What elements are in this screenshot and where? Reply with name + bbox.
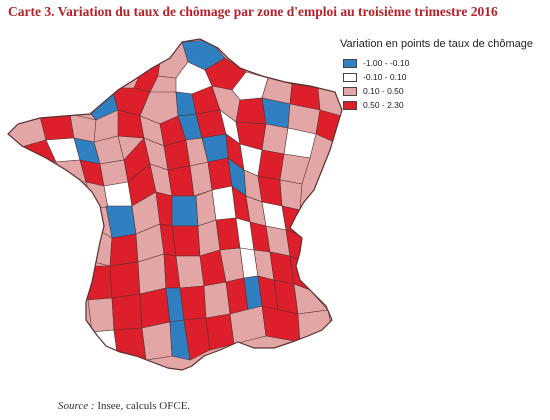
source-note: Source : Insee, calculs OFCE. [58, 400, 190, 412]
zone-montpellier-pink [203, 281, 231, 319]
zone-poitou-white [103, 181, 133, 209]
france-map-svg [7, 38, 343, 371]
zone-aude-red [179, 285, 207, 321]
legend-swatch-white [343, 72, 357, 82]
zone-toulouse-red [139, 287, 171, 329]
zone-gers-red [109, 261, 141, 299]
zone-loire-pink-2 [99, 159, 129, 187]
zone-landes-red [85, 265, 113, 301]
choropleth-map [0, 30, 380, 390]
legend-swatch-red [343, 100, 357, 110]
legend-label: -1.00 - -0.10 [363, 58, 410, 68]
zone-var-pink [293, 283, 329, 315]
legend-swatch-pink [343, 86, 357, 96]
zone-alps-pink [279, 179, 303, 211]
legend-label: -0.10 - 0.10 [363, 72, 407, 82]
zone-sete-red [205, 313, 235, 351]
zone-lozere-red [171, 225, 201, 257]
zone-jura-red [257, 149, 285, 181]
legend-label: 0.50 - 2.30 [363, 100, 404, 110]
legend-item: 0.10 - 0.50 [343, 84, 533, 98]
map-title: Carte 3. Variation du taux de chômage pa… [8, 4, 498, 19]
legend-swatch-blue [343, 58, 357, 68]
legend-item: -1.00 - -0.10 [343, 56, 533, 70]
zone-herault-pink [175, 255, 205, 289]
source-text: Insee, calculs OFCE. [94, 400, 191, 412]
zone-champagne-red [235, 97, 267, 125]
map-legend: Variation en points de taux de chômage -… [340, 38, 533, 112]
legend-item: -0.10 - 0.10 [343, 70, 533, 84]
zone-south-red [113, 327, 147, 361]
legend-item: 0.50 - 2.30 [343, 98, 533, 112]
zone-limousin-red [167, 165, 195, 197]
zone-clermont-blue [169, 195, 199, 227]
legend-title: Variation en points de taux de chômage [340, 38, 534, 50]
zone-pau-red [111, 293, 143, 331]
legend-label: 0.10 - 0.50 [363, 86, 404, 96]
zone-pays-basque-pink [87, 297, 115, 333]
zone-franche-pink [261, 123, 289, 155]
zone-south-pink [141, 321, 173, 361]
zone-bordeaux-red [109, 233, 139, 267]
source-label: Source : [58, 400, 95, 412]
